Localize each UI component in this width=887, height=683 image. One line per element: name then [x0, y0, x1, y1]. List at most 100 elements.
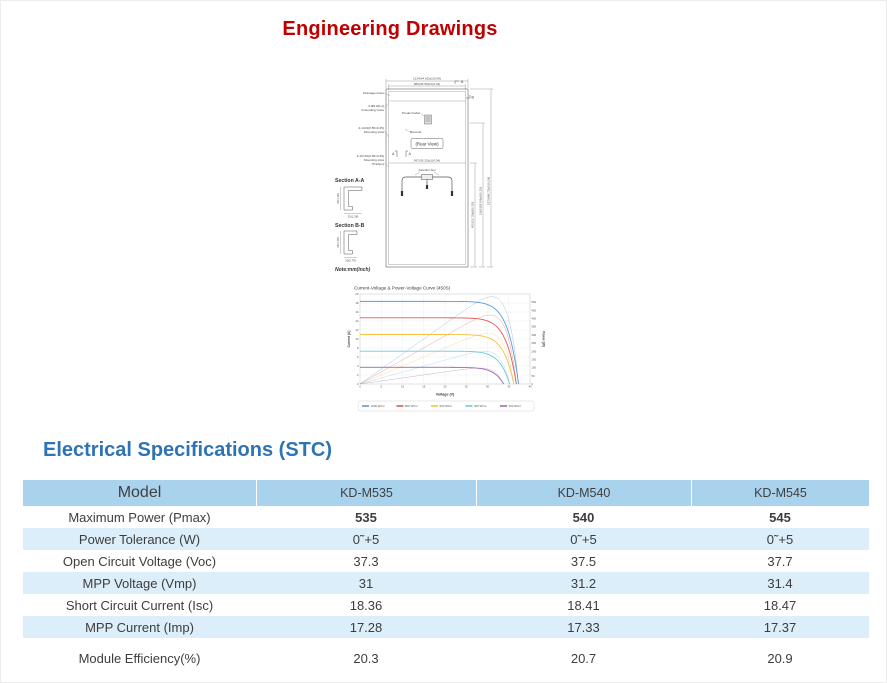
y-left-tick-label: 16 [355, 310, 359, 314]
label-mounting-slots-2: Mounting slots [364, 130, 384, 134]
cell-value: 18.41 [567, 597, 600, 613]
x-tick-label: 15 [422, 385, 426, 389]
panel-outline [385, 88, 469, 268]
y-right-tick-label: 500 [532, 300, 537, 304]
dim-right-outer: 2279(89.72)±2(0.08) [487, 177, 491, 205]
label-drainage-holes: Drainage holes [363, 91, 384, 95]
label-junction-box: Junction box [418, 168, 436, 172]
specs-heading: Electrical Specifications (STC) [43, 439, 332, 461]
plot-border [359, 293, 531, 385]
y-left-tick-label: 14 [355, 319, 359, 323]
label-barcode: Barcode [410, 130, 422, 134]
y-left-tick-label: 20 [355, 292, 359, 296]
x-tick-label: 20 [443, 385, 447, 389]
y-left-tick-label: 4 [357, 364, 359, 368]
cell-value: 17.37 [763, 619, 797, 635]
x-tick-label: 40 [528, 385, 532, 389]
y-right-tick-label: 350 [532, 325, 537, 329]
y-right-tick-label: 300 [532, 333, 537, 337]
x-tick-label: 25 [465, 385, 469, 389]
row-label: Power Tolerance (W) [78, 531, 201, 547]
y-right-tick-label: 200 [532, 349, 537, 353]
y-left-tick-label: 18 [355, 301, 359, 305]
dim-top-inner: 980(38.58)±1(0.04) [414, 82, 440, 86]
cell-value: 31.2 [570, 575, 597, 591]
iv-curve [360, 350, 511, 385]
cell-value: 535 [355, 509, 377, 525]
y-left-tick-label: 10 [355, 337, 359, 341]
cell-value: 0˜+5 [766, 531, 794, 547]
label-tracker-slots-1: 4-15×10(0.59×0.39) [357, 154, 384, 158]
iv-pv-chart: Current-Voltage & Power-Voltage Curve (4… [346, 284, 546, 416]
cell-value: 545 [769, 509, 791, 525]
y-left-tick-label: 12 [355, 328, 359, 332]
pv-curve [359, 332, 515, 385]
label-tracker-slots-2: Mounting slots [364, 158, 384, 162]
chart-canvas: Current-Voltage & Power-Voltage Curve (4… [347, 285, 546, 412]
dim-section-b-w: 20(0.79) [345, 259, 356, 263]
table-row: Short Circuit Current (Isc) 18.36 18.41 18.… [23, 594, 869, 616]
section-marker-b2: B [472, 96, 475, 100]
y-right-tick-label: 250 [532, 341, 537, 345]
cell-value: 37.3 [353, 553, 379, 569]
y-right-tick-label: 100 [532, 366, 537, 370]
cell-value: 18.36 [349, 597, 383, 613]
cell-value: 37.5 [570, 553, 597, 569]
row-label: MPP Current (Imp) [85, 619, 194, 635]
page-title: Engineering Drawings [282, 18, 498, 40]
table-row: Open Circuit Voltage (Voc) 37.3 37.5 37.7 [23, 550, 869, 572]
dim-section-a-w: 35(1.38) [348, 215, 359, 219]
table-header-row: Model KD-M535 KD-M540 KD-M545 [23, 480, 869, 506]
table-header-kd-m540: KD-M540 [476, 480, 691, 506]
row-label: Module Efficiency(%) [78, 650, 201, 666]
iv-curve [360, 300, 519, 385]
label-grounding-holes-2: Grounding holes [361, 108, 384, 112]
x-axis-label: Voltage (V) [436, 393, 455, 397]
y-right-tick-label: 400 [532, 317, 537, 321]
table-row: MPP Current (Imp) 17.28 17.33 17.37 [23, 616, 869, 638]
legend-label: 400 W/m² [474, 404, 487, 408]
legend-label: 200 W/m² [509, 404, 522, 408]
engineering-drawing: 1134(44.65)±2(0.08) 980(38.58)±1(0.04) B… [334, 71, 504, 283]
row-label: MPP Voltage (Vmp) [82, 575, 197, 591]
dim-section-b-h: 35(1.38) [336, 237, 340, 248]
table-header-kd-m545: KD-M545 [691, 480, 869, 506]
cell-value: 20.3 [353, 650, 379, 666]
y-left-tick-label: 8 [357, 346, 359, 350]
pv-curve [359, 296, 519, 385]
dim-top-outer: 1134(44.65)±2(0.08) [413, 77, 441, 81]
spec-table: Model KD-M535 KD-M540 KD-M545 Maximum Po… [23, 480, 869, 669]
x-tick-label: 30 [486, 385, 490, 389]
section-marker-a2: A [409, 152, 412, 156]
dim-section-a-h: 35(1.38) [336, 193, 340, 204]
table-row: Maximum Power (Pmax) 535 540 545 [23, 506, 869, 528]
row-label: Short Circuit Current (Isc) [65, 597, 214, 613]
y-right-tick-label: 150 [532, 357, 537, 361]
y-left-tick-label: 0 [357, 382, 359, 386]
table-row-gap [23, 638, 869, 647]
section-marker-a1: A [392, 152, 395, 156]
x-tick-label: 35 [507, 385, 511, 389]
y-axis-label-left: Current (A) [347, 331, 351, 348]
legend-label: 600 W/m² [440, 404, 453, 408]
iv-curve [360, 366, 505, 385]
table-row: Module Efficiency(%) 20.3 20.7 20.9 [23, 647, 869, 669]
row-label: Open Circuit Voltage (Voc) [62, 553, 217, 569]
cell-value: 31.4 [767, 575, 793, 591]
legend-box [357, 400, 535, 412]
x-tick-label: 5 [380, 385, 382, 389]
iv-curve [360, 317, 517, 385]
row-label: Maximum Power (Pmax) [68, 509, 211, 525]
section-marker-b1: B [461, 80, 464, 84]
y-right-tick-label: 450 [532, 308, 537, 312]
y-left-tick-label: 2 [357, 373, 359, 377]
x-tick-label: 0 [359, 385, 361, 389]
drawing-note: Note:mm(inch) [335, 267, 371, 273]
dim-right-mid: 1360(53.54)±5(0.20) [479, 187, 483, 215]
cell-value: 37.7 [767, 553, 793, 569]
table-header-kd-m535: KD-M535 [256, 480, 476, 506]
cell-value: 31 [358, 575, 374, 591]
y-axis-label-right: Power (W) [542, 331, 546, 347]
iv-curve [360, 334, 515, 385]
legend-label: 800 W/m² [405, 404, 418, 408]
